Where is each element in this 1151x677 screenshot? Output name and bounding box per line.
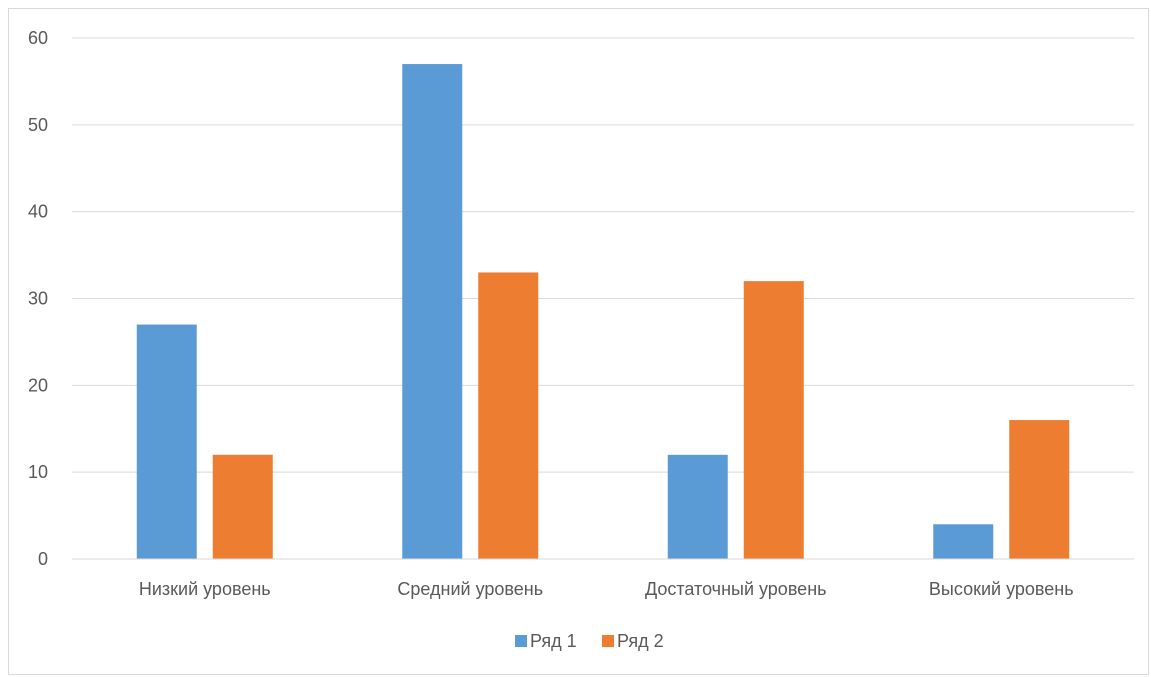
bar-series-2	[1009, 420, 1070, 559]
bar-series-1	[136, 324, 197, 559]
y-tick-label: 60	[28, 28, 48, 48]
bar-series-1	[933, 524, 994, 559]
x-tick-label: Высокий уровень	[929, 579, 1074, 599]
chart-area	[8, 8, 1149, 675]
gridlines	[72, 37, 1134, 473]
legend-label-series-1: Ряд 1	[530, 631, 577, 651]
y-tick-label: 20	[28, 375, 48, 395]
y-tick-label: 40	[28, 202, 48, 222]
x-tick-label: Достаточный уровень	[645, 579, 827, 599]
legend-swatch-series-1	[515, 635, 527, 647]
legend: Ряд 1 Ряд 2	[515, 631, 664, 651]
bar-series-1	[667, 454, 728, 559]
y-tick-label: 10	[28, 462, 48, 482]
x-axis: Низкий уровень Средний уровень Достаточн…	[139, 579, 1074, 599]
legend-swatch-series-2	[602, 635, 614, 647]
bar-series-2	[743, 281, 804, 559]
y-tick-label: 30	[28, 289, 48, 309]
legend-label-series-2: Ряд 2	[617, 631, 664, 651]
y-axis: 0 10 20 30 40 50 60	[28, 28, 48, 569]
x-tick-label: Средний уровень	[397, 579, 543, 599]
bar-series-1	[402, 64, 463, 560]
y-tick-label: 50	[28, 115, 48, 135]
x-tick-label: Низкий уровень	[139, 579, 271, 599]
y-tick-label: 0	[38, 549, 48, 569]
bars	[136, 64, 1070, 560]
bar-series-2	[212, 454, 273, 559]
bar-series-2	[478, 272, 539, 559]
